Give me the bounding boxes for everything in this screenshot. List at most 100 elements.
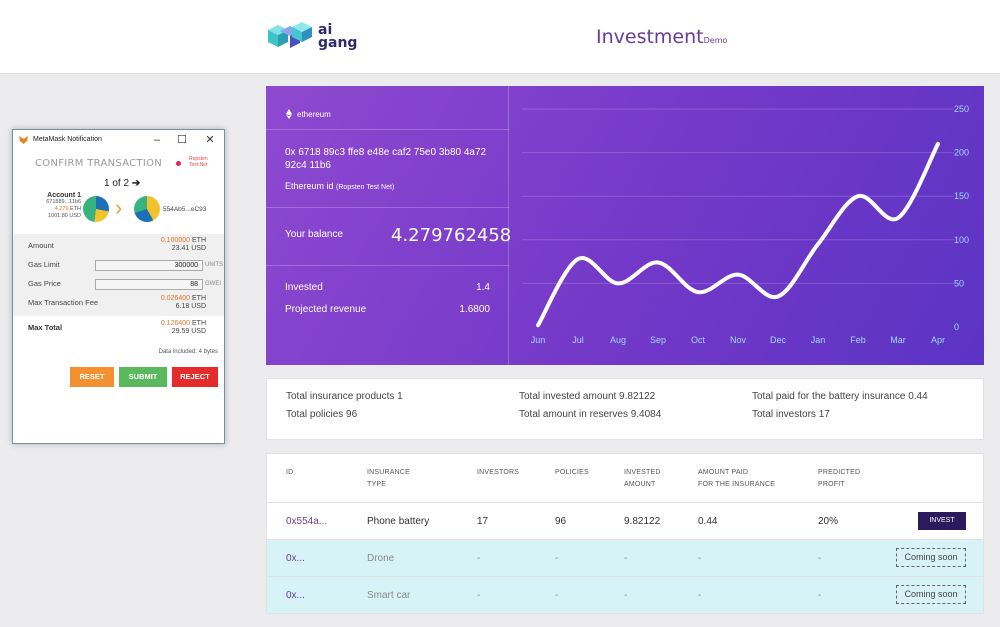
coming-soon-button[interactable]: Coming soon	[896, 548, 966, 567]
page-title: InvestmentDemo	[596, 26, 728, 48]
header-investors: Investors	[477, 469, 520, 476]
projected-revenue-value: 1.6800	[459, 304, 490, 315]
invested-label: Invested	[285, 282, 323, 293]
header-id: ID	[286, 469, 294, 476]
row-profit: -	[818, 553, 822, 564]
logo-line-1: ai	[318, 22, 333, 38]
balance-label: Your balance	[285, 229, 344, 240]
confirm-heading: CONFIRM TRANSACTION	[35, 158, 163, 169]
coming-soon-button[interactable]: Coming soon	[896, 585, 966, 604]
header-predicted-profit: Predicted profit	[818, 469, 861, 488]
x-tick-label: Jul	[572, 335, 584, 345]
balance-chart: 0 50 100 150 200 250 Jun Jul Aug Sep Oct Nov Dec Jan F…	[522, 104, 969, 345]
amount-value: 0.100000 ETH 23.41 USD	[160, 237, 206, 252]
ethereum-id-label: Ethereum id	[285, 181, 334, 191]
header-type: Insurance type	[367, 469, 411, 488]
metamask-window-title: MetaMask Notification	[33, 136, 102, 143]
invest-button[interactable]: INVEST	[918, 512, 966, 530]
wallet-address[interactable]: 0x 6718 89c3 ffe8 e48e caf2 75e0 3b80 4a…	[285, 147, 487, 171]
gas-price-input[interactable]: 88	[95, 279, 203, 290]
wallet-info: ethereum 0x 6718 89c3 ffe8 e48e caf2 75e…	[266, 86, 512, 365]
reject-button[interactable]: REJECT	[172, 367, 218, 387]
gas-limit-input[interactable]: 300000	[95, 260, 203, 271]
amount-label: Amount	[28, 241, 54, 250]
row-paid: 0.44	[698, 516, 718, 527]
projected-revenue-label: Projected revenue	[285, 304, 367, 315]
row-paid: -	[698, 553, 702, 564]
tx-details: Amount 0.100000 ETH 23.41 USD Gas Limit 3…	[13, 234, 224, 316]
table-row: 0x554a... Phone battery 17 96 9.82122 0.…	[267, 502, 983, 539]
to-address: 554Ab5...eC93	[163, 206, 207, 213]
gas-price-label: Gas Price	[28, 279, 61, 288]
header-invested: Invested amount	[624, 469, 661, 488]
stat-total-policies: Total policies 96	[286, 409, 358, 420]
series-line	[536, 141, 940, 328]
arrow-right-icon[interactable]: ➔	[131, 178, 141, 189]
top-bar: ai gang InvestmentDemo	[0, 0, 1000, 74]
table-row: 0x... Smart car - - - - - Coming soon	[267, 576, 983, 613]
x-tick-label: Mar	[890, 335, 906, 345]
tx-count[interactable]: 1 of 2 ➔	[104, 178, 141, 189]
network-label: ethereum	[297, 109, 331, 119]
row-policies: -	[555, 553, 559, 564]
row-id-link[interactable]: 0x554a...	[286, 516, 328, 527]
y-tick-label: 200	[954, 148, 969, 158]
row-investors: -	[477, 553, 481, 564]
row-invested: 9.82122	[624, 516, 661, 527]
logo-cubes-icon	[268, 22, 312, 48]
x-tick-label: Apr	[931, 335, 945, 345]
max-total-label: Max Total	[28, 323, 63, 332]
metamask-window: MetaMask Notification – ☐ ✕ CONFIRM TRAN…	[12, 129, 225, 444]
x-tick-label: Jan	[811, 335, 826, 345]
x-tick-label: Nov	[730, 335, 747, 345]
page-title-suffix: Demo	[703, 36, 728, 45]
stat-total-investors: Total investors 17	[752, 409, 830, 420]
stat-total-products: Total insurance products 1	[286, 391, 403, 402]
row-invested: -	[624, 553, 628, 564]
logo-line-2: gang	[318, 35, 358, 51]
row-id-link[interactable]: 0x...	[286, 590, 305, 601]
from-identicon	[83, 196, 109, 222]
row-id-link[interactable]: 0x...	[286, 553, 305, 564]
x-tick-label: Sep	[650, 335, 666, 345]
row-paid: -	[698, 590, 702, 601]
close-icon[interactable]: ✕	[205, 134, 215, 146]
minimize-icon[interactable]: –	[153, 134, 161, 146]
from-account: Account 1 671889...11b6 4.279 ETH 1001.8…	[46, 192, 81, 219]
row-profit: 20%	[818, 516, 839, 527]
balance-value: 4.279762458	[391, 225, 512, 246]
chevron-right-icon: ›	[115, 195, 123, 220]
stat-total-paid: Total paid for the battery insurance 0.4…	[752, 391, 928, 402]
row-investors: 17	[477, 516, 489, 527]
submit-button[interactable]: SUBMIT	[119, 367, 167, 387]
network-tag: ethereum	[286, 109, 331, 119]
row-type: Phone battery	[367, 516, 430, 527]
logo[interactable]: ai gang	[266, 22, 357, 52]
insurance-table: ID Insurance type Investors Policies Inve…	[266, 453, 984, 614]
totals-panel: Total insurance products 1 Total policie…	[266, 378, 984, 440]
header-amount-paid: Amount paid for the insurance	[698, 469, 776, 488]
reset-button[interactable]: RESET	[70, 367, 114, 387]
data-included-note: Data included: 4 bytes	[158, 349, 218, 355]
network-status-dot	[176, 161, 181, 166]
ethereum-id-net: (Ropsten Test Net)	[336, 184, 395, 191]
stat-total-invested: Total invested amount 9.82122	[519, 391, 656, 402]
row-invested: -	[624, 590, 628, 601]
max-fee-value: 0.026400 ETH 6.18 USD	[160, 295, 206, 310]
y-tick-label: 250	[954, 104, 969, 114]
metamask-titlebar[interactable]: MetaMask Notification – ☐ ✕	[13, 130, 224, 150]
y-tick-label: 100	[954, 235, 969, 245]
row-type: Drone	[367, 553, 395, 564]
network-name: Ropsten Test Net	[189, 156, 208, 168]
row-profit: -	[818, 590, 822, 601]
maximize-icon[interactable]: ☐	[177, 134, 187, 146]
x-tick-label: Oct	[691, 335, 706, 345]
y-tick-label: 150	[954, 191, 969, 201]
x-tick-label: Jun	[531, 335, 546, 345]
y-tick-label: 0	[954, 322, 959, 332]
address-section: 0x 6718 89c3 ffe8 e48e caf2 75e0 3b80 4a…	[266, 130, 509, 208]
row-type: Smart car	[367, 590, 411, 601]
row-policies: 96	[555, 516, 567, 527]
stat-total-reserves: Total amount in reserves 9.4084	[519, 409, 662, 420]
max-total-value: 0.126400 ETH 29.59 USD	[160, 320, 206, 335]
